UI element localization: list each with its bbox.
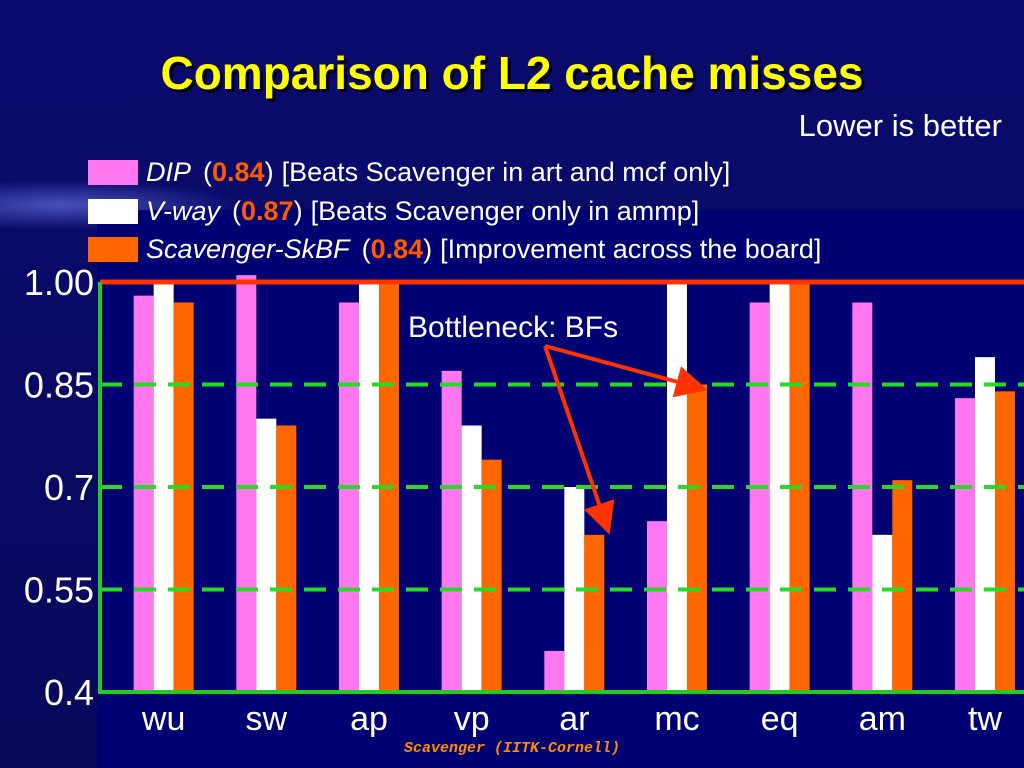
legend-entry-scavenger: Scavenger-SkBF (0.84) [Improvement acros… xyxy=(88,231,821,267)
legend-score-dip: 0.84 xyxy=(212,156,265,187)
annotation-label: Bottleneck: BFs xyxy=(408,311,618,344)
y-tick-label: 0.85 xyxy=(24,365,94,406)
x-tick-label: ar xyxy=(559,700,589,738)
bar-tw-series-3 xyxy=(994,391,1015,692)
bar-ar-series-2 xyxy=(564,487,585,692)
x-tick-label: ap xyxy=(350,700,388,738)
bar-wu-series-1 xyxy=(133,295,154,692)
x-tick-label: am xyxy=(859,700,906,738)
y-tick-label: 0.55 xyxy=(24,570,94,611)
legend-swatch-vway xyxy=(88,198,138,224)
bar-ap-series-1 xyxy=(338,302,359,692)
annotation-arrow-ar xyxy=(543,345,615,535)
legend-label-dip: DIP xyxy=(146,156,192,187)
legend-score-scavenger: 0.84 xyxy=(370,233,424,264)
x-tick-label: mc xyxy=(654,700,699,738)
slide-footer: Scavenger (IITK-Cornell) xyxy=(403,740,621,757)
bar-am-series-2 xyxy=(872,534,893,692)
x-tick-label: sw xyxy=(246,700,288,738)
y-tick-label: 0.7 xyxy=(44,467,94,508)
bar-am-series-3 xyxy=(892,480,913,692)
bar-ar-series-3 xyxy=(584,534,605,692)
legend-label-vway: V-way xyxy=(146,195,221,226)
bar-wu-series-3 xyxy=(173,302,194,692)
bar-ar-series-1 xyxy=(544,651,565,692)
legend-entry-dip: DIP (0.84) [Beats Scavenger in art and m… xyxy=(88,154,730,190)
x-tick-label: vp xyxy=(454,700,490,738)
x-tick-label: tw xyxy=(968,700,1002,738)
legend-note-vway: [Beats Scavenger only in ammp] xyxy=(310,195,700,226)
bar-sw-series-1 xyxy=(236,275,257,692)
bar-tw-series-2 xyxy=(974,357,995,692)
slide-title: Comparison of L2 cache misses xyxy=(160,47,864,99)
bar-tw-series-1 xyxy=(954,398,975,692)
bar-eq-series-1 xyxy=(749,302,770,692)
bar-vp-series-3 xyxy=(481,459,502,692)
bar-vp-series-2 xyxy=(461,425,482,692)
bar-mc-series-3 xyxy=(686,384,707,692)
bar-sw-series-2 xyxy=(256,418,277,692)
chart-subtitle: Lower is better xyxy=(798,108,1002,143)
annotation-arrow-mc xyxy=(544,344,708,398)
legend-label-scavenger: Scavenger-SkBF xyxy=(146,233,350,264)
y-tick-label: 0.4 xyxy=(44,672,94,713)
bar-vp-series-1 xyxy=(441,370,462,692)
legend-note-scavenger: [Improvement across the board] xyxy=(440,233,822,264)
legend-swatch-scavenger xyxy=(88,236,138,262)
bar-sw-series-3 xyxy=(276,425,297,692)
legend-entry-vway: V-way (0.87) [Beats Scavenger only in am… xyxy=(88,193,699,229)
y-tick-label: 1.00 xyxy=(24,262,94,303)
x-tick-label: eq xyxy=(761,700,799,738)
bar-mc-series-1 xyxy=(646,521,667,692)
legend-swatch-dip xyxy=(88,159,138,185)
bar-am-series-1 xyxy=(852,302,873,692)
x-tick-label: wu xyxy=(141,700,185,738)
legend-score-vway: 0.87 xyxy=(241,195,294,226)
legend-note-dip: [Beats Scavenger in art and mcf only] xyxy=(281,156,731,187)
